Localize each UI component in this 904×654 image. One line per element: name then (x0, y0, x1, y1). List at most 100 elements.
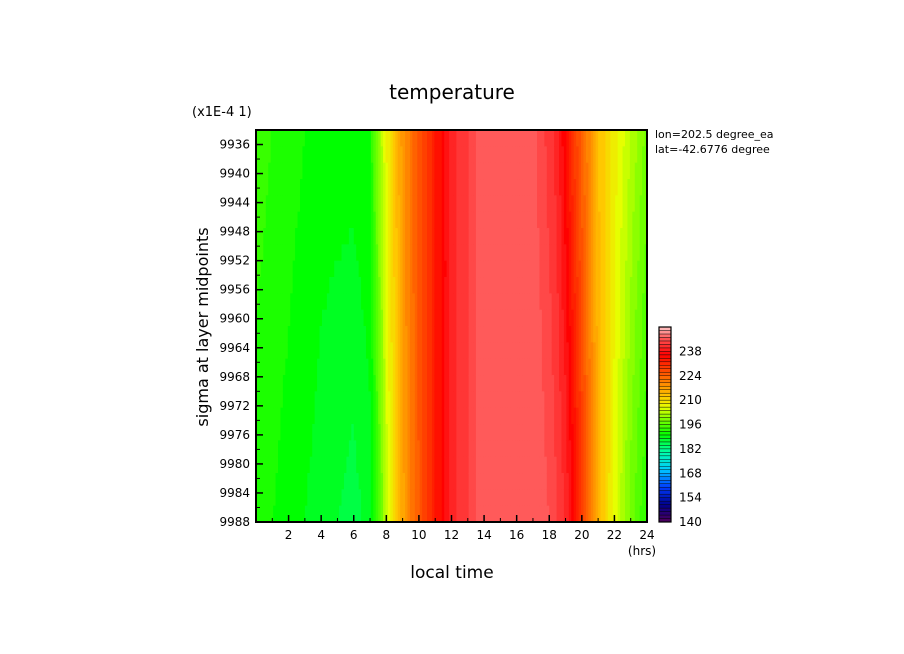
heatmap-cell (456, 130, 460, 147)
heatmap-cell (605, 440, 609, 458)
heatmap-cell (390, 228, 394, 245)
heatmap-cell (417, 146, 421, 164)
heatmap-cell (571, 473, 575, 490)
heatmap-cell (260, 179, 264, 196)
heatmap-cell (598, 505, 602, 523)
heatmap-cell (541, 342, 545, 360)
heatmap-cell (351, 179, 355, 196)
heatmap-cell (402, 228, 406, 245)
heatmap-cell (434, 375, 438, 392)
heatmap-cell (475, 293, 479, 311)
colorbar-swatch (658, 372, 672, 376)
heatmap-cell (563, 130, 567, 147)
heatmap-cell (629, 505, 633, 523)
heatmap-cell (517, 228, 521, 245)
colorbar-tick-label: 140 (679, 515, 702, 529)
heatmap-cell (444, 424, 448, 441)
heatmap-cell (402, 456, 406, 474)
heatmap-cell (490, 375, 494, 392)
heatmap-cell (451, 146, 455, 164)
heatmap-cell (314, 195, 318, 213)
heatmap-cell (368, 211, 372, 229)
heatmap-cell (351, 456, 355, 474)
heatmap-cell (551, 260, 555, 278)
heatmap-cell (488, 407, 492, 425)
heatmap-cell (317, 162, 321, 180)
heatmap-cell (537, 473, 541, 490)
heatmap-cell (620, 244, 624, 262)
heatmap-cell (348, 358, 352, 376)
heatmap-cell (519, 424, 523, 441)
heatmap-cell (595, 277, 599, 294)
heatmap-cell (385, 326, 389, 343)
heatmap-cell (642, 489, 646, 507)
heatmap-cell (285, 391, 289, 409)
heatmap-cell (441, 489, 445, 507)
heatmap-cell (497, 260, 501, 278)
heatmap-cell (451, 391, 455, 409)
heatmap-cell (559, 260, 563, 278)
heatmap-cell (578, 244, 582, 262)
heatmap-cell (544, 179, 548, 196)
heatmap-cell (480, 244, 484, 262)
heatmap-cell (471, 473, 475, 490)
heatmap-cell (361, 260, 365, 278)
heatmap-cell (334, 162, 338, 180)
heatmap-cell (422, 407, 426, 425)
heatmap-cell (429, 228, 433, 245)
heatmap-cell (549, 211, 553, 229)
heatmap-cell (610, 260, 614, 278)
heatmap-cell (383, 244, 387, 262)
heatmap-cell (365, 211, 370, 229)
heatmap-cell (292, 277, 296, 294)
heatmap-cell (446, 407, 450, 425)
heatmap-cell (541, 211, 545, 229)
heatmap-cell (512, 407, 516, 425)
heatmap-cell (466, 456, 470, 474)
heatmap-cell (356, 195, 360, 213)
heatmap-cell (370, 440, 374, 458)
heatmap-cell (265, 326, 269, 343)
heatmap-cell (578, 179, 582, 196)
heatmap-cell (392, 407, 396, 425)
heatmap-cell (488, 195, 492, 213)
heatmap-cell (500, 162, 504, 180)
heatmap-cell (610, 146, 614, 164)
heatmap-cell (292, 162, 296, 180)
heatmap-cell (387, 293, 391, 311)
heatmap-cell (409, 244, 413, 262)
heatmap-cell (549, 375, 553, 392)
heatmap-cell (282, 195, 286, 213)
heatmap-cell (292, 309, 296, 327)
heatmap-cell (324, 473, 328, 490)
heatmap-cell (576, 211, 580, 229)
heatmap-cell (571, 375, 575, 392)
heatmap-cell (368, 473, 372, 490)
heatmap-cell (441, 211, 445, 229)
heatmap-cell (295, 162, 299, 180)
heatmap-cell (512, 440, 516, 458)
heatmap-cell (544, 309, 548, 327)
heatmap-cell (478, 342, 482, 360)
heatmap-cell (539, 473, 543, 490)
heatmap-cell (383, 179, 387, 196)
heatmap-cell (632, 326, 636, 343)
heatmap-cell (568, 456, 572, 474)
heatmap-cell (622, 146, 626, 164)
heatmap-cell (568, 309, 572, 327)
heatmap-cell (434, 424, 438, 441)
heatmap-cell (365, 326, 370, 343)
heatmap-cell (456, 358, 460, 376)
heatmap-cell (321, 260, 326, 278)
heatmap-cell (478, 260, 482, 278)
heatmap-cell (282, 342, 286, 360)
heatmap-cell (375, 277, 379, 294)
heatmap-cell (378, 195, 382, 213)
heatmap-cell (348, 505, 352, 523)
heatmap-cell (339, 342, 343, 360)
heatmap-cell (515, 326, 519, 343)
heatmap-cell (375, 440, 379, 458)
heatmap-cell (522, 358, 526, 376)
heatmap-cell (397, 505, 401, 523)
heatmap-cell (414, 130, 418, 147)
